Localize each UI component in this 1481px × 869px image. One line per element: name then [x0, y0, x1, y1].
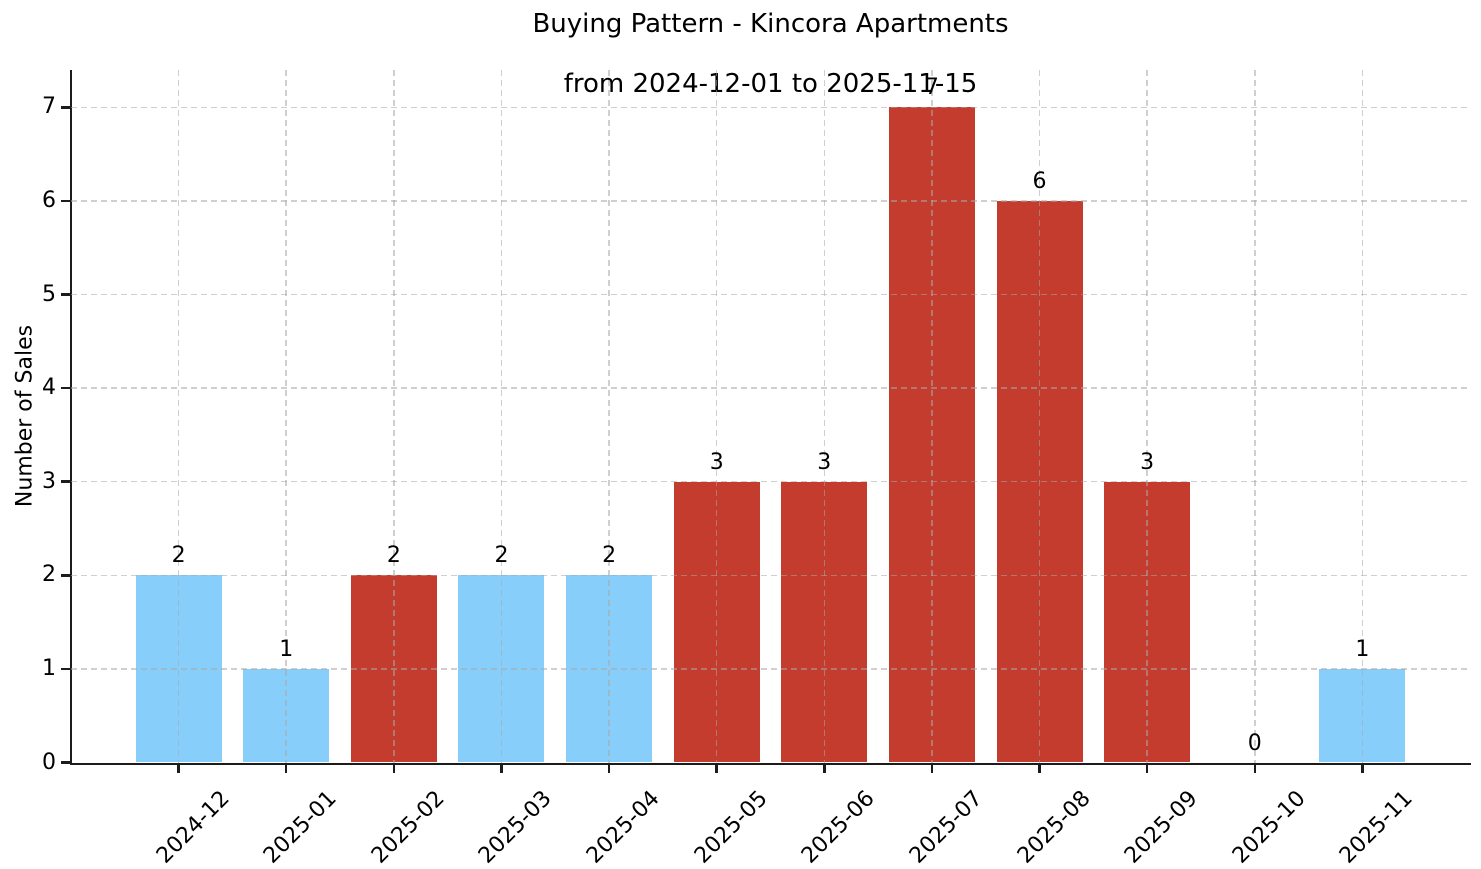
- gridline-h: [71, 480, 1470, 483]
- y-tick: [61, 386, 70, 390]
- gridline-v: [823, 70, 826, 763]
- gridline-h: [71, 200, 1470, 202]
- x-tick-label: 2025-10: [1227, 786, 1311, 869]
- gridline-h: [71, 574, 1470, 577]
- x-tick-label: 2025-01: [259, 786, 342, 869]
- bar-value-label: 1: [279, 636, 294, 662]
- gridline-v: [1038, 70, 1041, 763]
- y-tick: [61, 106, 70, 109]
- y-tick-label: 4: [42, 375, 56, 401]
- x-tick-label: 2025-09: [1120, 786, 1203, 869]
- x-tick-label: 2025-05: [689, 786, 773, 869]
- x-tick: [1038, 765, 1041, 773]
- x-tick: [930, 765, 934, 773]
- y-tick-label: 1: [42, 655, 56, 681]
- x-tick: [392, 765, 396, 773]
- y-tick: [61, 199, 70, 203]
- x-tick-label: 2025-03: [474, 786, 558, 869]
- x-tick: [177, 765, 180, 773]
- chart-title-line2: from 2024-12-01 to 2025-11-15: [563, 69, 978, 99]
- bar-value-label: 2: [602, 543, 617, 569]
- x-tick-label: 2025-04: [582, 786, 665, 869]
- x-tick-label: 2025-11: [1335, 786, 1419, 869]
- bar-value-label: 0: [1247, 730, 1262, 756]
- x-axis-spine: [69, 762, 1471, 765]
- x-tick: [1253, 765, 1257, 773]
- gridline-v: [177, 70, 180, 763]
- x-tick-label: 2025-08: [1012, 786, 1096, 869]
- x-tick: [715, 765, 718, 773]
- y-tick: [61, 761, 70, 764]
- x-tick-label: 2025-07: [904, 786, 988, 869]
- y-tick-label: 5: [42, 281, 56, 307]
- bar-value-label: 2: [386, 543, 401, 569]
- gridline-v: [931, 70, 933, 763]
- bar-value-label: 3: [709, 449, 724, 475]
- bar-value-label: 3: [1140, 449, 1155, 475]
- x-tick: [1145, 765, 1149, 773]
- x-tick: [284, 765, 288, 773]
- x-tick: [823, 765, 826, 773]
- gridline-v: [1361, 70, 1364, 763]
- bar-value-label: 2: [494, 543, 509, 569]
- gridline-v: [1146, 70, 1148, 763]
- y-tick-label: 0: [42, 749, 56, 775]
- x-tick-label: 2025-02: [366, 786, 450, 869]
- x-tick-label: 2025-06: [797, 786, 880, 869]
- gridline-v: [393, 70, 395, 763]
- gridline-h: [71, 387, 1470, 389]
- y-tick-label: 2: [42, 562, 56, 588]
- gridline-v: [1253, 70, 1256, 763]
- y-tick-label: 6: [42, 187, 56, 213]
- y-tick: [61, 574, 70, 577]
- gridline-h: [71, 106, 1470, 109]
- bar-value-label: 2: [171, 543, 186, 569]
- x-tick-label: 2024-12: [151, 786, 235, 869]
- chart-title-line1: Buying Pattern - Kincora Apartments: [532, 9, 1009, 39]
- y-axis-spine: [69, 70, 72, 765]
- y-tick: [61, 293, 70, 296]
- x-tick: [607, 765, 611, 773]
- y-tick: [61, 667, 70, 671]
- y-tick: [61, 480, 70, 483]
- bar-value-label: 6: [1032, 168, 1047, 194]
- chart-title: Buying Pattern - Kincora Apartments from…: [71, 9, 1470, 99]
- y-tick-label: 3: [42, 468, 56, 494]
- x-tick: [500, 765, 503, 773]
- gridline-v: [608, 70, 610, 763]
- bar-value-label: 7: [924, 75, 939, 101]
- bar-value-label: 1: [1355, 636, 1370, 662]
- y-tick-label: 7: [42, 94, 56, 120]
- gridline-v: [500, 70, 503, 763]
- gridline-h: [71, 668, 1470, 670]
- gridline-v: [285, 70, 288, 763]
- x-tick: [1361, 765, 1364, 773]
- bar-value-label: 3: [817, 449, 832, 475]
- gridline-v: [715, 70, 718, 763]
- gridline-h: [71, 293, 1470, 296]
